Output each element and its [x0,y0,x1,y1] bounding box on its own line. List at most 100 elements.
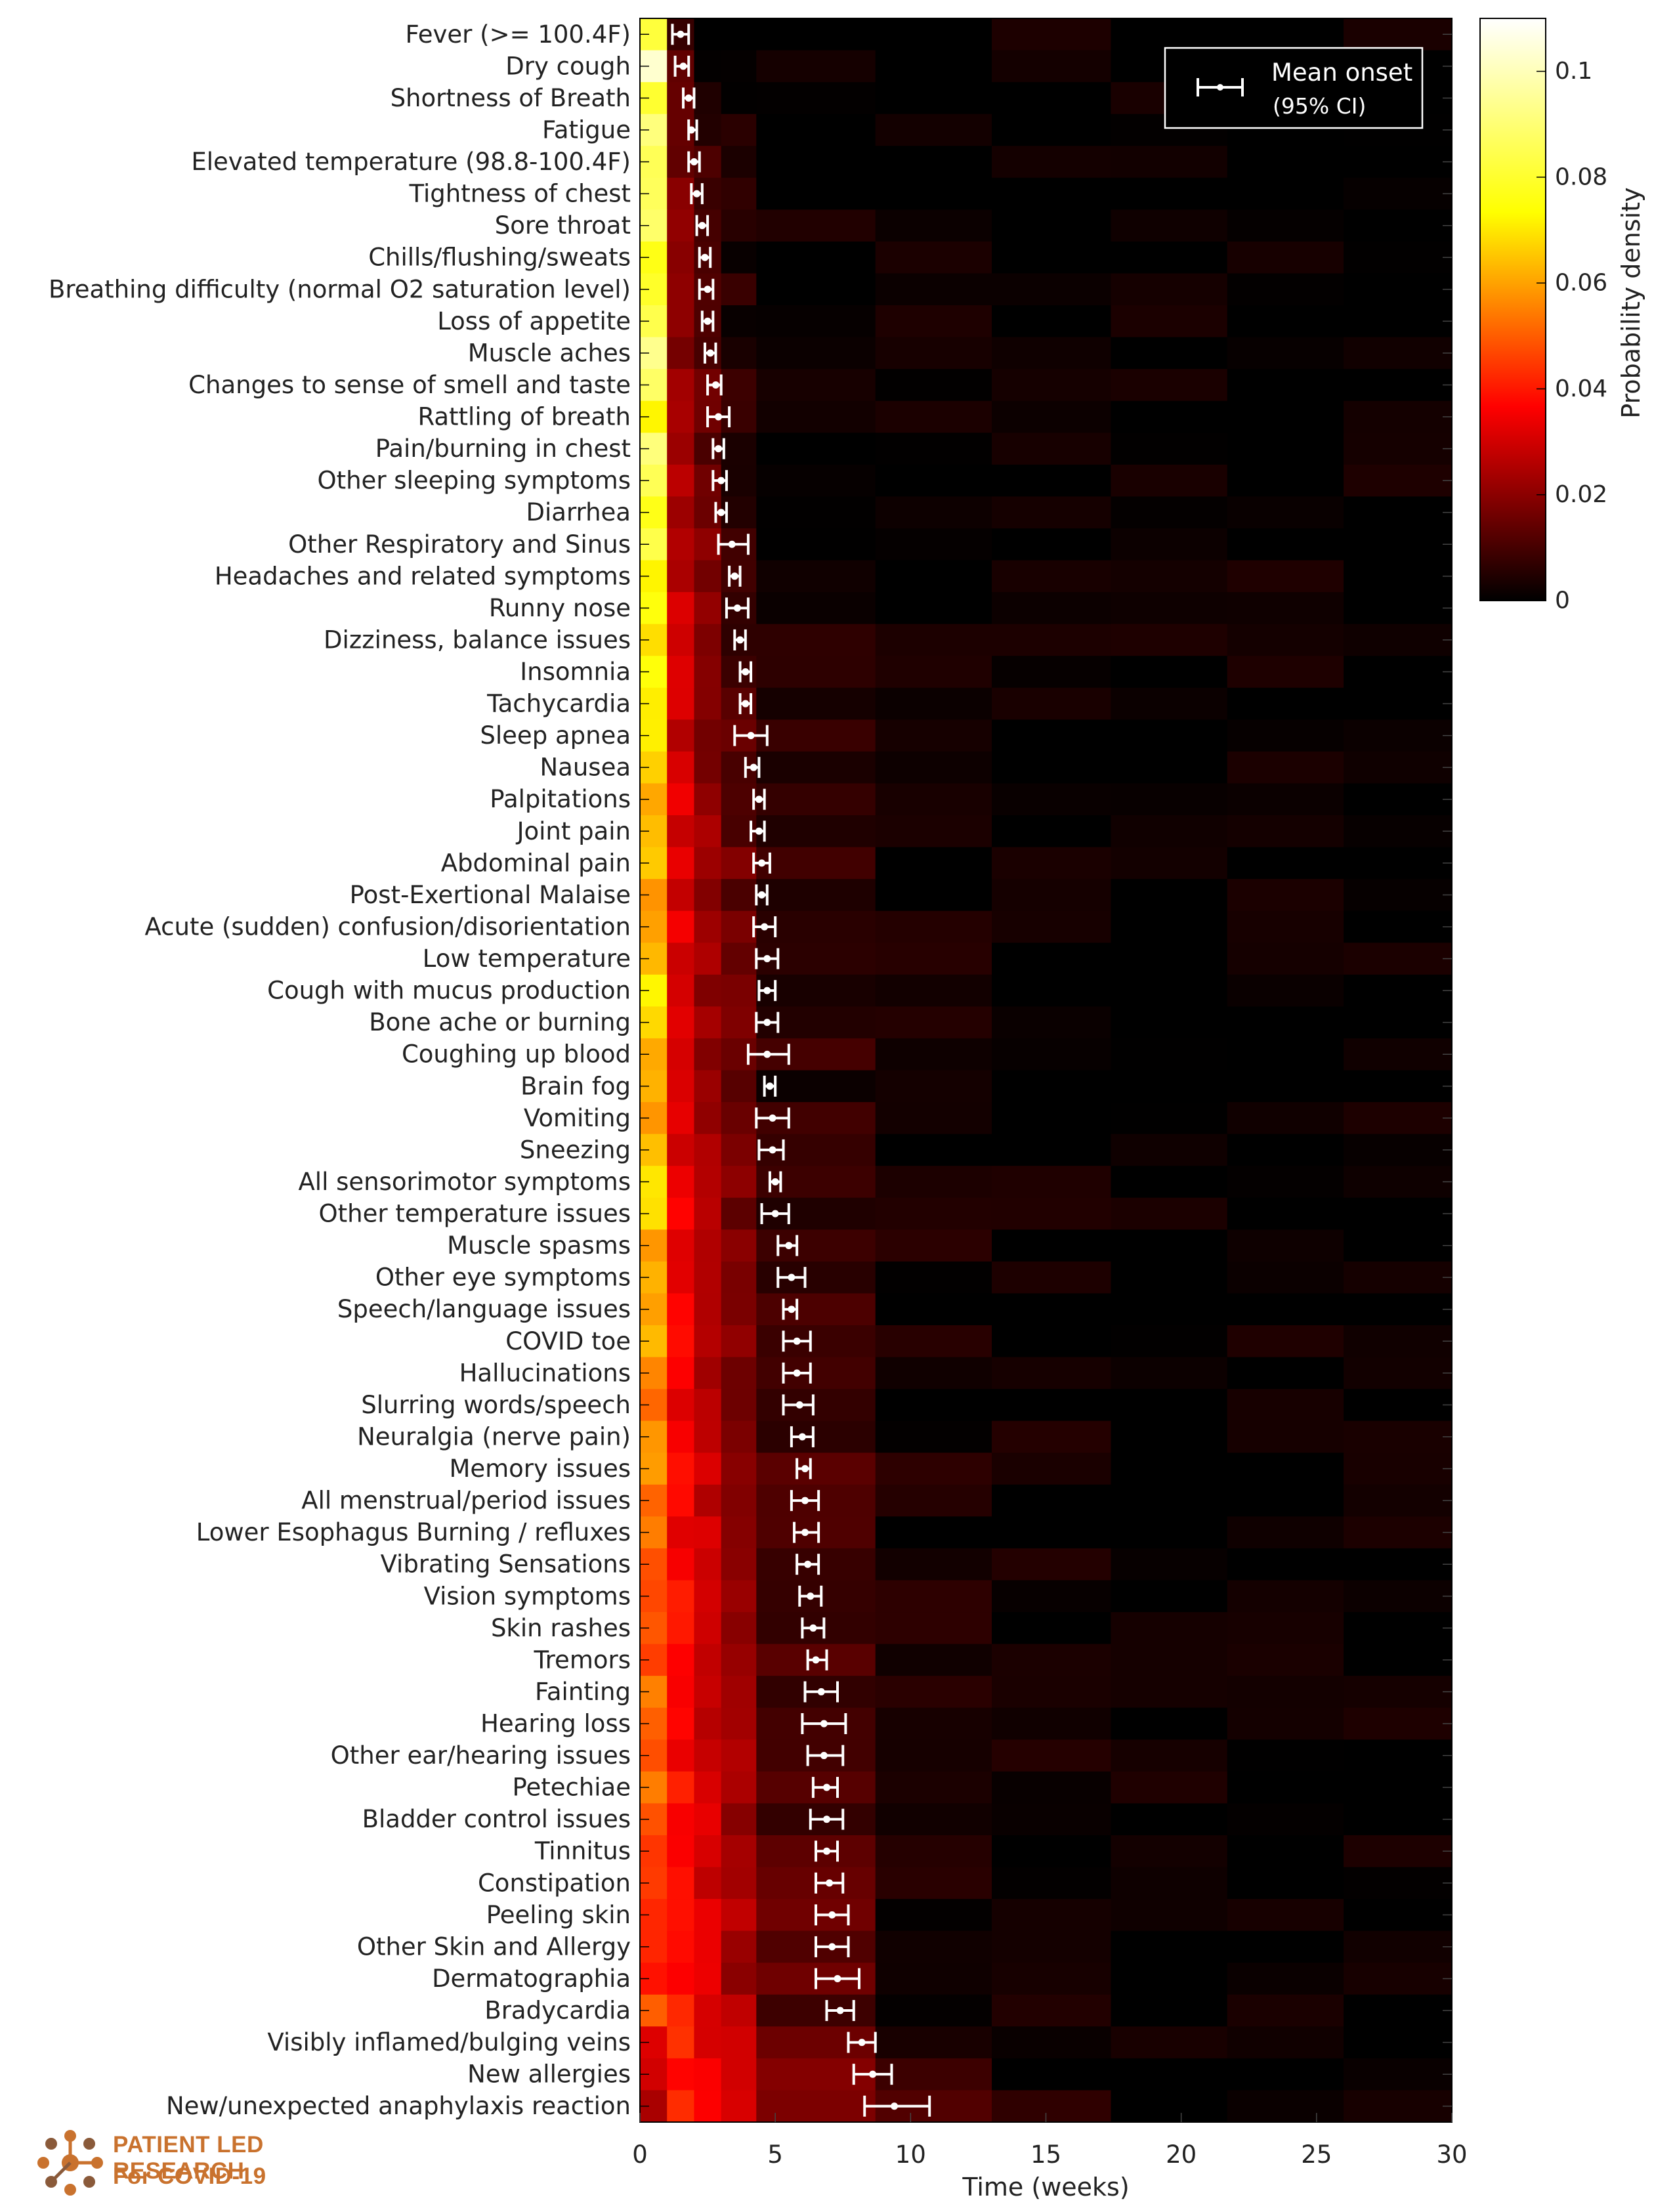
heatmap-cell [1227,1580,1344,1613]
symptom-label: Shortness of Breath [391,84,631,112]
legend: Mean onset (95% CI) [1164,47,1424,129]
heatmap-cell [992,400,1112,433]
heatmap-cell [667,2090,695,2123]
heatmap-cell [667,1325,695,1358]
heatmap-cell [992,1963,1112,1995]
symptom-label: Constipation [478,1869,631,1897]
symptom-label: Abdominal pain [441,849,631,877]
heatmap-cell [721,241,757,274]
heatmap-cell [721,1994,757,2027]
heatmap-cell [992,1038,1112,1071]
heatmap-cell [992,1580,1112,1613]
heatmap-cell [1227,943,1344,975]
heatmap-cell [721,1102,757,1135]
heatmap-cell [992,1867,1112,1900]
heatmap-cell [1344,592,1453,625]
heatmap-cell [667,400,695,433]
colorbar: 0 0.02 0.04 0.06 0.08 0.1 Probability density [1479,18,1645,614]
heatmap-cell [875,528,992,561]
heatmap-cell [1227,1357,1344,1390]
heatmap-cell [1227,528,1344,561]
legend-label: Mean onset [1271,58,1412,87]
x-tick-label: 25 [1301,2140,1332,2169]
heatmap-cell [667,879,695,912]
symptom-label: Vomiting [524,1104,631,1132]
heatmap-cell [756,528,876,561]
heatmap-cell [667,528,695,561]
symptom-label: Muscle spasms [447,1231,631,1260]
heatmap-cell [875,1070,992,1103]
heatmap-cell [1111,1548,1228,1581]
symptom-label: Chills/flushing/sweats [368,244,631,272]
x-tick-label: 0 [632,2140,648,2169]
heatmap-cell [1227,1963,1344,1995]
mean-onset-point [766,1082,774,1090]
symptom-label: Coughing up blood [402,1040,631,1069]
symptom-label: Other Respiratory and Sinus [288,530,631,559]
mean-onset-point [693,190,701,198]
heatmap-cell [1344,241,1453,274]
heatmap-cell [875,1261,992,1294]
heatmap-cell [694,910,722,943]
heatmap-cell [1227,1229,1344,1262]
heatmap-cell [1111,1453,1228,1485]
heatmap-cell [1111,879,1228,912]
heatmap-cell [1111,1930,1228,1963]
heatmap-cell [1227,241,1344,274]
heatmap-cell [1227,656,1344,689]
legend-sublabel: (95% CI) [1273,93,1366,119]
heatmap-cell [992,847,1112,880]
axes: 0 5 10 15 20 25 30 Time (weeks) [632,18,1468,2201]
mean-onset-point [750,763,757,771]
heatmap-cell [694,18,722,51]
heatmap-cell [756,114,876,146]
heatmap-cell [1344,1197,1453,1230]
heatmap-cell [875,751,992,784]
heatmap-cell [1111,1134,1228,1166]
heatmap-cell [1227,910,1344,943]
heatmap-cell [1227,974,1344,1007]
mean-onset-point [704,286,711,293]
heatmap-cell [1111,847,1228,880]
heatmap-cell [694,82,722,115]
heatmap-cell [1227,1420,1344,1453]
heatmap-cell [1111,1963,1228,1995]
heatmap-cell [992,974,1112,1007]
heatmap-cell [1227,464,1344,498]
heatmap-cell [694,1134,722,1166]
heatmap-cell [694,528,722,561]
heatmap-cell [721,1166,757,1199]
heatmap-cell [721,1676,757,1709]
heatmap-cell [992,1357,1112,1390]
heatmap-cell [694,2090,722,2123]
heatmap-cell [875,82,992,115]
heatmap-cell [756,783,876,816]
heatmap-cell [756,305,876,338]
mean-onset-point [820,1752,828,1760]
heatmap-cell [992,1453,1112,1485]
heatmap-cell [875,2058,992,2091]
heatmap-cell [694,1835,722,1868]
heatmap-cell [992,433,1112,465]
heatmap-cell [1344,1930,1453,1963]
heatmap-cell [1227,496,1344,529]
x-tick-label: 10 [895,2140,926,2169]
heatmap-cell [694,783,722,816]
heatmap-cell [721,1389,757,1422]
mean-onset-point [798,1433,806,1441]
symptom-label: Other sleeping symptoms [317,467,631,495]
symptom-label: COVID toe [505,1327,631,1355]
mean-onset-point [834,1974,841,1982]
heatmap-cell [1227,1739,1344,1772]
mean-onset-point [785,1242,793,1250]
heatmap-cell [1344,943,1453,975]
symptom-label: Fatigue [542,116,631,144]
heatmap-cell [694,560,722,593]
mean-onset-point [823,1847,831,1855]
heatmap-cell [1227,1707,1344,1740]
heatmap-cell [992,751,1112,784]
heatmap-cell [992,910,1112,943]
mean-onset-point [715,445,723,453]
heatmap-cell [721,879,757,912]
symptom-label: Post-Exertional Malaise [350,881,631,909]
